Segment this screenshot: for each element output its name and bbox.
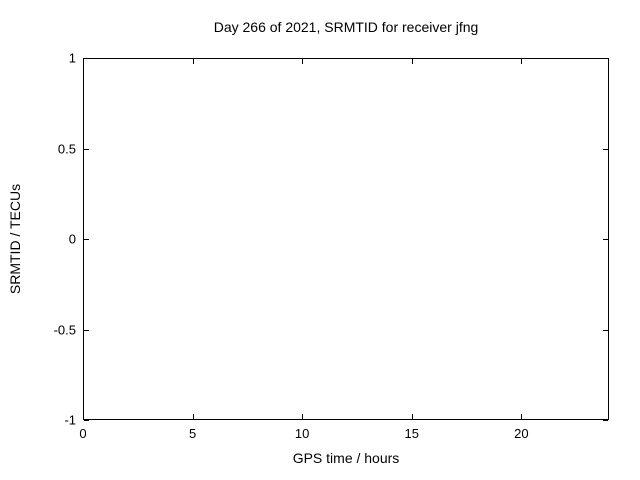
data-point-marker — [427, 236, 434, 243]
y-tick-mark-right — [603, 239, 608, 240]
x-tick-label: 5 — [188, 426, 197, 441]
x-tick-mark-bottom — [192, 414, 194, 419]
y-tick-mark-left — [84, 420, 89, 421]
y-tick-label: -0.5 — [53, 322, 76, 337]
y-tick-mark-left — [84, 148, 89, 150]
y-tick-mark-right — [603, 58, 608, 59]
x-tick-mark-top — [302, 59, 304, 64]
x-tick-mark-top — [192, 59, 194, 64]
data-point-marker — [503, 236, 510, 243]
x-tick-label: 15 — [404, 426, 419, 441]
y-tick-label: -1 — [64, 412, 76, 428]
y-tick-mark-right — [603, 420, 608, 421]
data-point-marker — [232, 236, 239, 243]
y-tick-mark-left — [84, 58, 89, 59]
plot-area — [83, 58, 609, 420]
x-tick-mark-top — [521, 59, 523, 64]
x-tick-mark-bottom — [83, 414, 84, 419]
x-tick-mark-bottom — [521, 414, 523, 419]
data-point-marker — [460, 236, 467, 243]
data-point-marker — [518, 236, 525, 243]
x-tick-mark-top — [83, 59, 84, 64]
y-tick-label: 0.5 — [57, 141, 76, 156]
data-point-marker — [384, 236, 391, 243]
gridline-horizontal — [84, 149, 608, 150]
y-tick-label: 1 — [68, 50, 76, 66]
x-axis-label: GPS time / hours — [292, 450, 400, 466]
data-point-marker — [291, 236, 298, 243]
y-tick-label: 0 — [68, 231, 76, 247]
data-point-marker — [375, 236, 382, 243]
y-tick-mark-right — [603, 148, 608, 150]
x-tick-label: 20 — [514, 426, 529, 441]
y-tick-mark-left — [84, 329, 89, 331]
x-tick-label: 10 — [294, 426, 310, 441]
gridline-horizontal — [84, 330, 608, 331]
x-tick-mark-bottom — [411, 414, 413, 419]
data-point-marker — [483, 236, 490, 243]
y-axis-label: SRMTID / TECUs — [7, 183, 23, 295]
chart-title: Day 266 of 2021, SRMTID for receiver jfn… — [213, 19, 479, 35]
x-tick-label: 0 — [79, 426, 87, 441]
y-tick-mark-left — [84, 239, 89, 240]
x-tick-mark-top — [411, 59, 413, 64]
gridline-horizontal — [84, 239, 608, 240]
y-tick-mark-right — [603, 329, 608, 331]
x-tick-mark-bottom — [302, 414, 304, 419]
data-point-marker — [542, 236, 549, 243]
